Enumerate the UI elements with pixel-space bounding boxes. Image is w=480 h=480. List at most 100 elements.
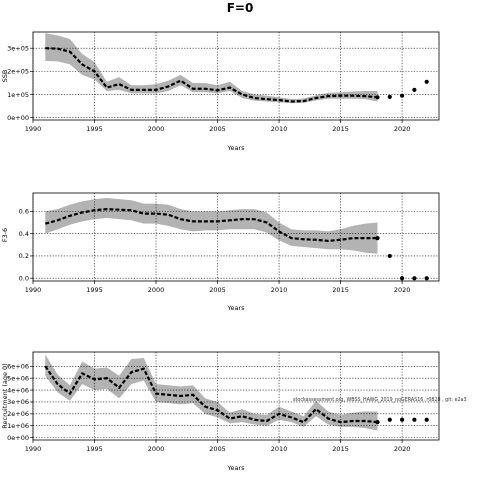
ssb-xtick-label: 2015 — [332, 125, 349, 133]
recruitment-xtick-label: 2015 — [332, 445, 349, 453]
ssb-projection-point — [412, 87, 417, 92]
fbar-xtick: 1995 — [86, 281, 103, 294]
recruitment-ytick: 4e+06 — [7, 386, 33, 394]
fbar-ytick-label: 0.2 — [19, 252, 29, 260]
recruitment-xtick: 2010 — [271, 440, 288, 453]
recruitment-xtick: 2020 — [394, 440, 411, 453]
recruitment-xtick-label: 2010 — [271, 445, 288, 453]
ssb-xtick: 2000 — [148, 120, 165, 133]
fbar-xtick-label: 2010 — [271, 286, 288, 294]
recruitment-xtick-label: 2005 — [209, 445, 226, 453]
recruitment-ytick-label: 0e+00 — [7, 434, 29, 442]
recruitment-projection-point — [412, 417, 417, 422]
recruitment-xtick-label: 1990 — [25, 445, 42, 453]
fbar-xtick: 2005 — [209, 281, 226, 294]
recruitment-xtick-label: 1995 — [86, 445, 103, 453]
ssb-xtick: 2005 — [209, 120, 226, 133]
ssb-x-axis-label: Years — [226, 144, 245, 152]
fbar-plot-frame — [32, 192, 440, 282]
recruitment-ytick-label: 4e+06 — [7, 386, 29, 394]
recruitment-x-axis-label: Years — [226, 464, 245, 472]
recruitment-xtick: 2005 — [209, 440, 226, 453]
recruitment-ytick-label: 2e+06 — [7, 410, 29, 418]
recruitment-ytick-label: 6e+06 — [7, 363, 29, 371]
recruitment-y-axis-label: Recruitment (age 0) — [1, 363, 9, 428]
recruitment-ytick: 5e+06 — [7, 374, 33, 382]
recruitment-projection-point — [424, 417, 429, 422]
ssb-ytick-label: 3e+05 — [7, 45, 29, 53]
ssb-projection-point — [424, 79, 429, 84]
fbar-ytick: 0.6 — [19, 208, 33, 216]
fbar-projection-point — [412, 276, 417, 281]
recruitment-projection-point — [387, 417, 392, 422]
ssb-estimate-line — [45, 47, 378, 103]
ssb-xtick-label: 2010 — [271, 125, 288, 133]
fbar-xtick-label: 2000 — [148, 286, 165, 294]
recruitment-ytick-label: 5e+06 — [7, 374, 29, 382]
recruitment-projection-point — [399, 417, 405, 422]
fbar-xtick-label: 2020 — [394, 286, 411, 294]
ssb-ytick: 1e+05 — [7, 91, 33, 99]
ssb-confidence-band — [45, 33, 378, 104]
fbar-xtick-label: 2015 — [332, 286, 349, 294]
ssb-ytick-label: 0e+00 — [7, 114, 29, 122]
fbar-projection-point — [375, 236, 380, 241]
recruitment-xtick-label: 2020 — [394, 445, 411, 453]
fbar-xtick: 2000 — [148, 281, 165, 294]
recruitment-annotation: stockassessment.org, WBSS_HAWG_2019_noGE… — [293, 397, 467, 403]
fbar-projection-point — [387, 253, 392, 259]
recruitment-plot-frame — [32, 351, 440, 441]
ssb-xtick: 2015 — [332, 120, 349, 133]
fbar-ytick-label: 0.4 — [19, 230, 29, 238]
fbar-y-axis-label: F3-6 — [1, 228, 9, 242]
ssb-xtick: 2020 — [394, 120, 410, 133]
recruitment-ytick-label: 1e+06 — [7, 422, 29, 430]
ssb-xtick: 2010 — [271, 120, 288, 133]
ssb-ytick-label: 1e+05 — [7, 91, 29, 99]
recruitment-ytick: 3e+06 — [7, 398, 33, 406]
ssb-xtick-label: 2000 — [148, 125, 165, 133]
ssb-ytick-label: 2e+05 — [7, 68, 29, 76]
fbar-projection-point — [399, 276, 405, 281]
ssb-projection-point — [387, 94, 392, 99]
recruitment-confidence-band — [45, 354, 378, 431]
ssb-ytick: 2e+05 — [7, 68, 33, 76]
ssb-xtick: 1995 — [86, 120, 103, 133]
fbar-ytick: 0.4 — [19, 230, 33, 238]
panel-recruitment: 1990 1995 2000 2005 2010 2015 2020 0e+00 1e+06 2e… — [1, 351, 467, 472]
fbar-xtick-label: 1990 — [25, 286, 42, 294]
fbar-xtick: 2015 — [332, 281, 349, 294]
ssb-plot-frame — [32, 31, 440, 121]
recruitment-ytick: 2e+06 — [7, 410, 33, 418]
fbar-xtick: 1990 — [25, 281, 42, 294]
fbar-ytick: 0.0 — [19, 275, 33, 283]
recruitment-projection-point — [375, 420, 380, 425]
fbar-xtick: 2020 — [394, 281, 411, 294]
fbar-x-axis-label: Years — [226, 304, 245, 312]
fbar-xtick-label: 2005 — [209, 286, 226, 294]
recruitment-xtick: 1990 — [25, 440, 42, 453]
panel-ssb: 1990 1995 2000 2005 2010 2015 2020 0e+00 1e+05 2e… — [1, 31, 440, 152]
fbar-projection-point — [424, 276, 429, 281]
recruitment-xtick: 1995 — [86, 440, 103, 453]
recruitment-ytick: 1e+06 — [7, 422, 33, 430]
ssb-xtick-label: 2005 — [209, 125, 226, 133]
ssb-y-axis-label: SSB — [1, 70, 9, 83]
ssb-projection-point — [399, 93, 405, 98]
ssb-xtick: 1990 — [25, 120, 42, 133]
fbar-xtick: 2010 — [271, 281, 288, 294]
ssb-projection-point — [375, 95, 380, 100]
recruitment-ytick: 0e+00 — [7, 434, 33, 442]
recruitment-xtick: 2000 — [148, 440, 165, 453]
recruitment-estimate-line — [44, 365, 378, 424]
ssb-ytick: 0e+00 — [7, 114, 33, 122]
ssb-xtick-label: 1990 — [25, 125, 42, 133]
fbar-ytick: 0.2 — [19, 252, 33, 260]
fbar-confidence-band — [45, 198, 378, 254]
figure-title: F=0 — [226, 1, 254, 15]
recruitment-xtick-label: 2000 — [148, 445, 165, 453]
fbar-estimate-line — [45, 208, 378, 243]
fbar-ytick-label: 0.0 — [19, 275, 29, 283]
